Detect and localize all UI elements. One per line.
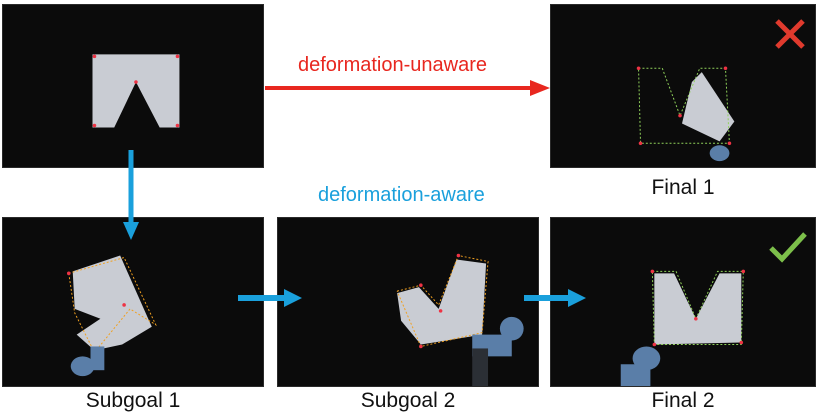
final2-cloth-image	[551, 218, 815, 386]
final1-label: Final 1	[651, 176, 715, 199]
final1-cloth-image	[551, 5, 815, 167]
subgoal2-cloth-image	[278, 218, 538, 386]
subgoal1-label: Subgoal 1	[85, 389, 181, 412]
subgoal1-panel	[2, 217, 264, 387]
subgoal1-cloth-image	[3, 218, 263, 386]
arrow-right-icon	[265, 80, 550, 96]
deformation-aware-label: deformation-aware	[318, 184, 485, 206]
deformation-unaware-label: deformation-unaware	[298, 54, 487, 76]
subgoal2-panel	[277, 217, 539, 387]
initial-cloth-image	[3, 5, 263, 167]
final2-label: Final 2	[651, 389, 715, 412]
initial-state-panel	[2, 4, 264, 168]
cross-icon	[775, 19, 805, 49]
final1-panel	[550, 4, 816, 168]
subgoal2-label: Subgoal 2	[360, 389, 456, 412]
check-icon	[769, 232, 807, 263]
final2-panel	[550, 217, 816, 387]
